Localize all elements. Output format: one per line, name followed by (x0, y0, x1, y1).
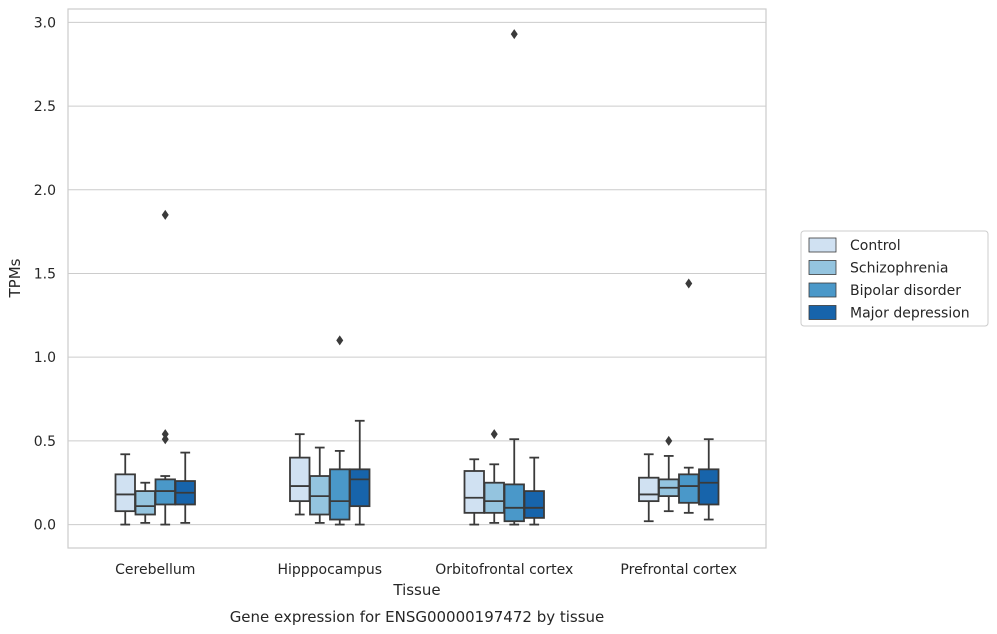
outlier-point (161, 429, 169, 440)
x-tick-label: Prefrontal cortex (620, 562, 737, 578)
box-iqr (114, 473, 136, 513)
x-tick-label: Cerebellum (115, 562, 195, 578)
box-group (329, 335, 351, 526)
outlier-point (161, 209, 169, 220)
y-tick-label: 0.5 (34, 434, 56, 450)
legend-label: Control (850, 238, 901, 254)
y-tick-labels: 0.0 0.5 1.0 1.5 2.0 2.5 3.0 (34, 15, 56, 533)
box-iqr (483, 481, 505, 514)
y-tick-label: 2.5 (34, 99, 56, 115)
y-tick-label: 0.0 (34, 518, 56, 534)
legend-label: Schizophrenia (850, 261, 948, 277)
legend: Control Schizophrenia Bipolar disorder Majo… (800, 230, 989, 327)
box-group (638, 453, 660, 523)
box-group (523, 456, 545, 526)
box-group (678, 278, 700, 514)
gridlines (68, 21, 766, 526)
box-group (114, 453, 136, 526)
y-axis-title: TPMs (6, 258, 24, 298)
outlier-point (665, 435, 673, 446)
x-tick-label: Hipppocampus (277, 562, 382, 578)
box-iqr (523, 490, 545, 519)
box-iqr (503, 483, 525, 523)
y-tick-label: 3.0 (34, 15, 56, 31)
legend-swatch (808, 282, 837, 298)
outlier-point (336, 335, 344, 346)
x-tick-label: Orbitofrontal cortex (435, 562, 573, 578)
box-iqr (638, 476, 660, 503)
outlier-point (161, 434, 169, 445)
outlier-point (490, 429, 498, 440)
box-iqr (698, 468, 720, 506)
outlier-point (510, 29, 518, 40)
y-tick-label: 1.5 (34, 266, 56, 282)
outlier-point (685, 278, 693, 289)
box-group (154, 209, 176, 526)
legend-swatch (808, 260, 837, 275)
box-group (289, 433, 311, 516)
x-tick-labels: Cerebellum Hipppocampus Orbitofrontal cort… (115, 562, 737, 578)
legend-frame (800, 230, 989, 327)
box-iqr (678, 473, 700, 504)
legend-swatch (808, 237, 837, 253)
box-iqr (289, 456, 311, 503)
box-group (698, 438, 720, 521)
box-iqr (134, 490, 156, 516)
box-group (463, 458, 485, 526)
chart-caption: Gene expression for ENSG00000197472 by t… (230, 608, 605, 626)
plot-frame (67, 8, 767, 549)
box-iqr (349, 468, 371, 508)
legend-swatch (808, 305, 837, 320)
box-group (658, 435, 680, 513)
legend-label: Bipolar disorder (850, 283, 961, 299)
x-axis-title: Tissue (392, 581, 440, 599)
box-group (349, 419, 371, 526)
box-group (174, 451, 196, 524)
box-iqr (329, 468, 351, 521)
y-tick-label: 1.0 (34, 350, 56, 366)
legend-label: Major depression (850, 306, 970, 322)
boxes-layer (114, 29, 720, 526)
box-iqr (463, 470, 485, 514)
y-tick-label: 2.0 (34, 183, 56, 199)
